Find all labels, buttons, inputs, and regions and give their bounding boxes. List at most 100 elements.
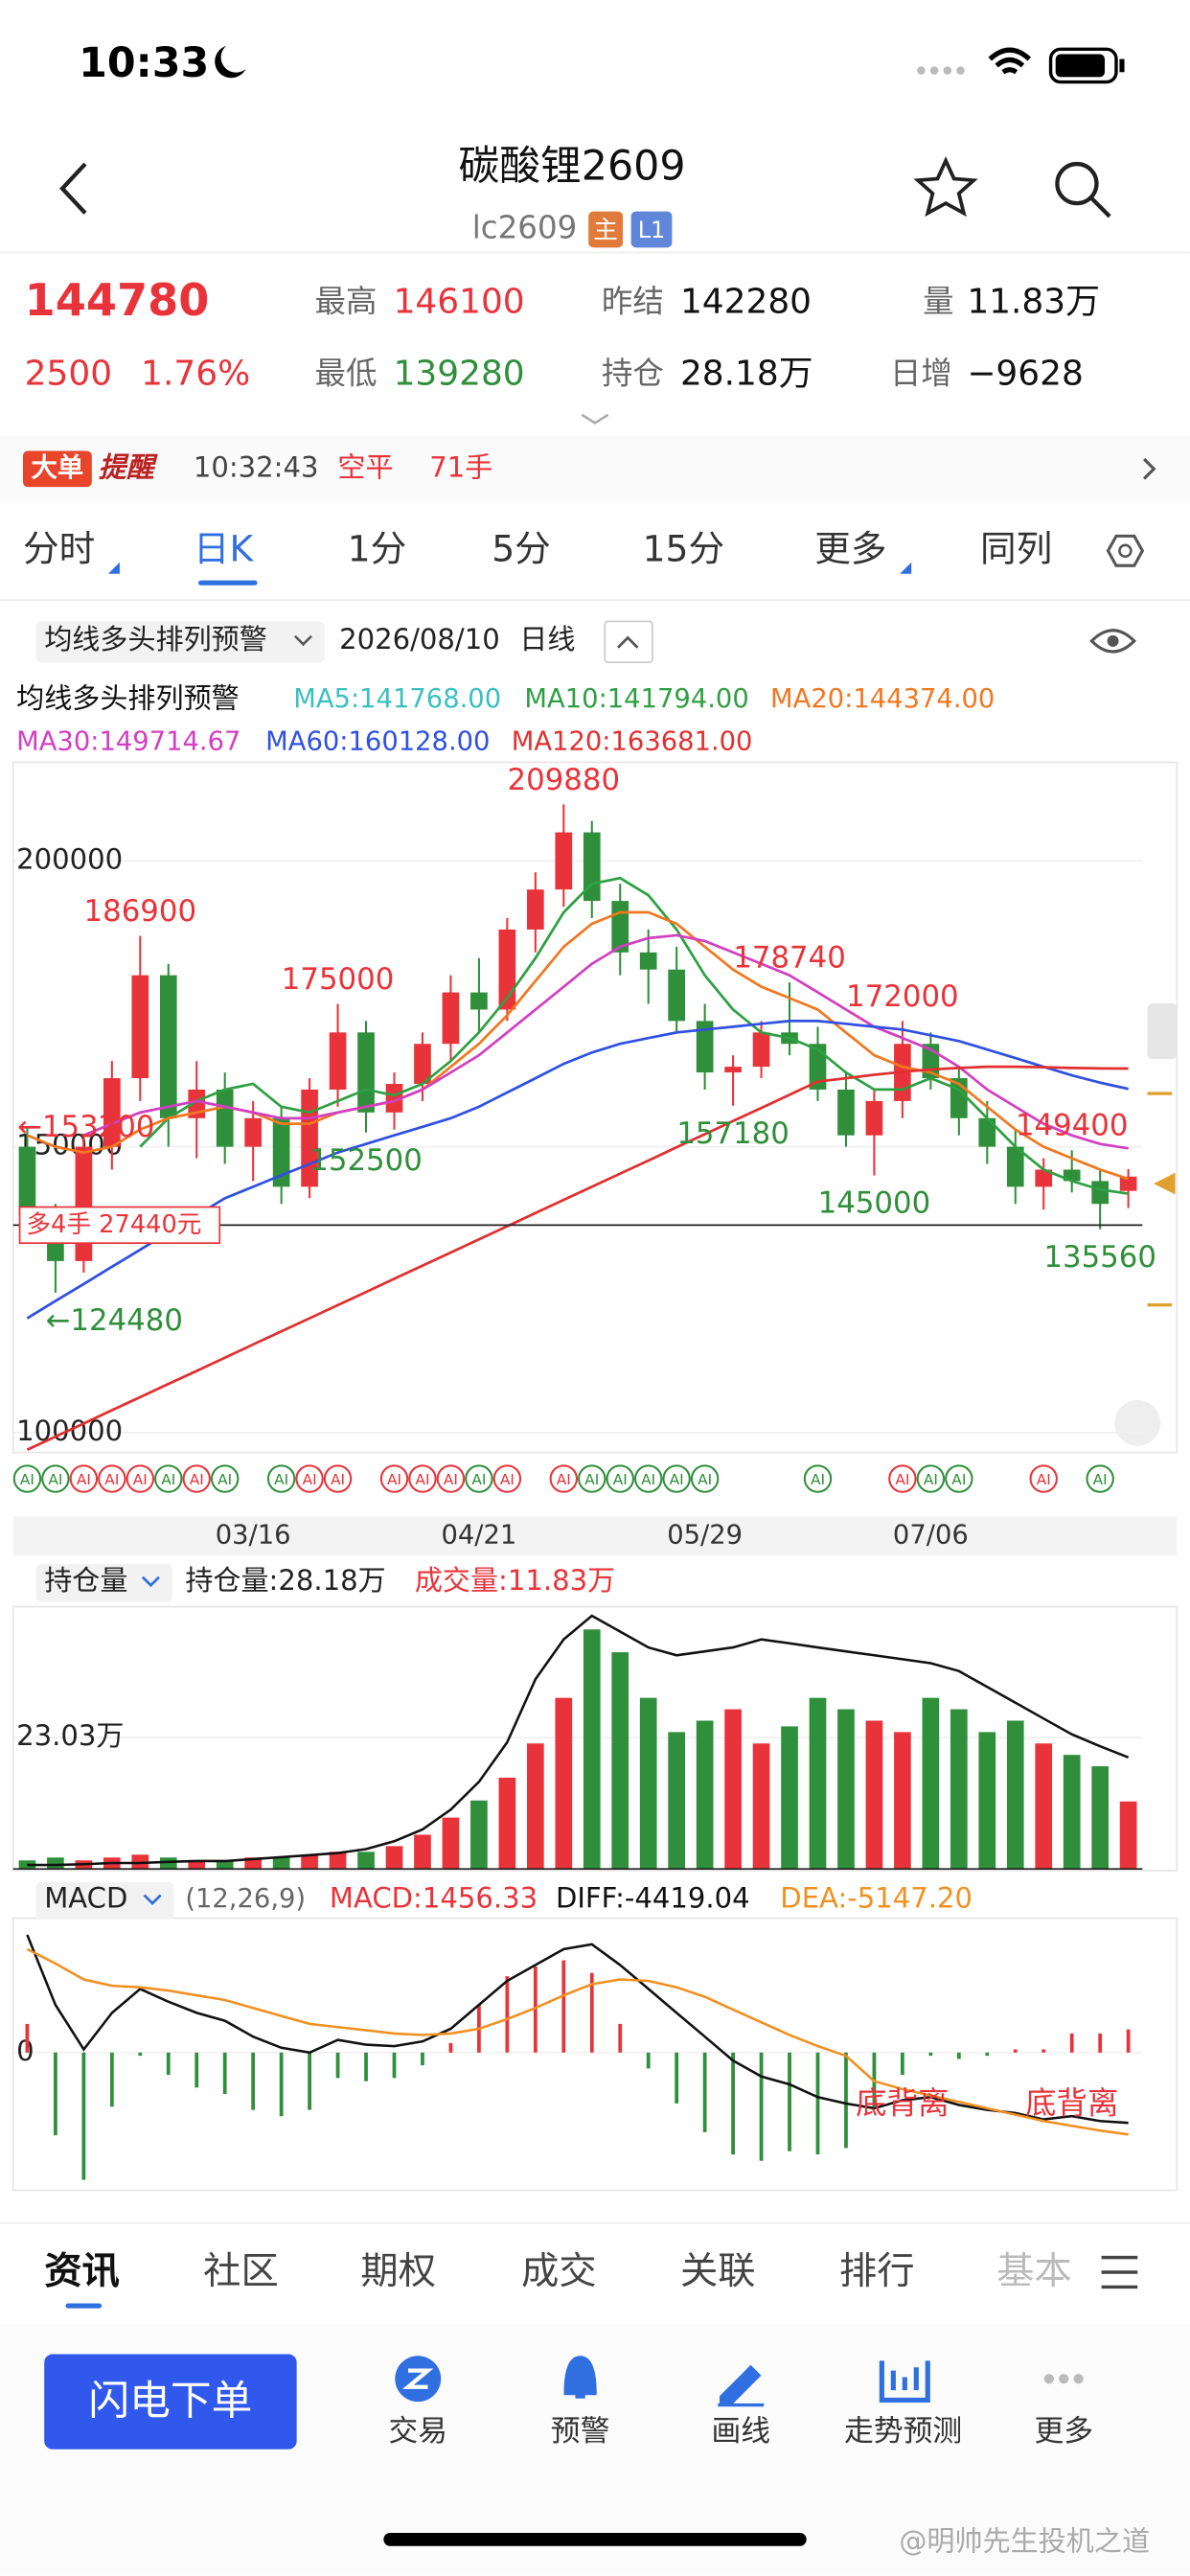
legend-entry: MA5:141768.00 [293,684,501,714]
ai-badge-label: AI [387,1471,401,1488]
nav-label[interactable]: 预警 [551,2414,610,2449]
period-tab[interactable]: 分时 [23,527,95,569]
volume-bar [1035,1743,1053,1870]
ai-badge-label: AI [613,1471,628,1488]
news-tab-active[interactable]: 资讯 [44,2249,120,2293]
oi-text: 持仓量:28.18万 [185,1564,385,1597]
macd-select[interactable] [35,1881,174,1920]
price-panel [11,761,1179,1454]
nav-label[interactable]: 画线 [711,2414,770,2449]
quote-label: 持仓 [602,356,664,392]
high-label: 186900 [84,894,197,929]
draw-icon [718,2364,765,2407]
volume-bar [159,1857,177,1870]
news-tab[interactable]: 基本 [996,2249,1072,2293]
ai-badge-label: AI [104,1471,119,1488]
indicator-select[interactable] [35,621,325,663]
back-button[interactable] [59,162,87,215]
volume-header: 持仓量 [44,1564,127,1597]
settings-button[interactable] [1106,534,1145,567]
candle-body [696,1021,714,1073]
news-tab[interactable]: 排行 [839,2249,915,2293]
candle-body [75,1146,93,1261]
period-tab[interactable]: 5分 [492,527,551,569]
nav-label[interactable]: 走势预测 [844,2414,962,2449]
alert-more[interactable] [1142,457,1156,480]
legend-entry: MA60:160128.00 [265,726,490,756]
volume-bar [272,1857,290,1870]
ai-badge-label: AI [217,1471,232,1488]
candle-body [498,929,516,1010]
ma-line [26,910,1130,1181]
fullscreen-button[interactable] [1114,1399,1161,1446]
volume-bar [837,1709,855,1870]
date-axis-band [12,1516,1178,1556]
chart-date: 2026/08/10 [339,623,500,656]
signal-icon [917,66,965,75]
period-tab[interactable]: 同列 [980,527,1052,569]
high-label: 175000 [282,962,395,997]
nav-label[interactable]: 更多 [1034,2414,1093,2449]
macd-header: MACD [44,1882,127,1915]
ma-line [26,1065,1129,1451]
volume-bar [1091,1766,1110,1870]
tab-caret [107,562,120,574]
candle-body [329,1032,347,1090]
period-tab[interactable]: 更多 [814,527,886,569]
volume-bar [442,1817,460,1870]
home-indicator [383,2533,807,2546]
volume-bar [696,1720,714,1870]
quote-label: 最低 [314,356,377,392]
news-tab[interactable]: 关联 [680,2249,756,2293]
ai-badge [69,1464,99,1493]
dea-line [26,1947,1129,2136]
volume-select[interactable] [35,1563,172,1602]
volume-text: 成交量:11.83万 [415,1564,615,1597]
high-label: ←153200 [17,1110,154,1144]
low-label: 145000 [818,1186,931,1221]
expand-button[interactable] [581,413,609,425]
order-button[interactable] [44,2354,297,2450]
ai-badge [98,1464,126,1493]
period-tab[interactable]: 1分 [348,527,407,569]
side-handle[interactable] [1147,1002,1178,1060]
candle-body [103,1078,121,1147]
badge-bg [588,211,624,248]
volume-bar [216,1860,234,1870]
candle-body [809,1044,827,1090]
period-tab-active[interactable]: 日K [194,527,255,569]
moon-icon [215,45,246,79]
ai-badge-label: AI [500,1471,515,1488]
news-tab[interactable]: 社区 [203,2249,279,2293]
volume-bar [922,1697,940,1870]
nav-label[interactable]: 交易 [388,2414,447,2449]
quote-value: 11.83万 [967,282,1100,321]
visibility-button[interactable] [1089,629,1136,654]
favorite-button[interactable] [913,156,978,218]
news-tab[interactable]: 期权 [360,2249,436,2293]
ai-badge-label: AI [557,1471,571,1488]
ai-badge-label: AI [670,1471,684,1488]
period-tab[interactable]: 15分 [643,527,725,569]
alert-tag2: 提醒 [99,450,159,483]
search-button[interactable] [1055,161,1111,218]
ai-badge [210,1464,240,1493]
collapse-arrow [616,635,639,649]
badge-bg [630,211,673,248]
menu-button[interactable] [1101,2255,1138,2289]
contract-title: 碳酸锂2609 [459,143,686,191]
ai-badge-label: AI [924,1471,938,1488]
ai-badge [154,1464,183,1493]
ai-badge [126,1464,155,1493]
collapse-button[interactable] [604,620,653,663]
candle-body [272,1117,290,1187]
volume-bar [894,1732,911,1870]
ai-badge [295,1464,324,1493]
ai-badge-label: AI [415,1471,429,1488]
candle-body [1091,1181,1110,1205]
ai-badge-label: AI [471,1471,486,1488]
news-tab[interactable]: 成交 [521,2249,597,2293]
ai-badge-label: AI [20,1471,34,1488]
ai-badge [465,1464,493,1493]
ai-badge-label: AI [1037,1471,1051,1488]
